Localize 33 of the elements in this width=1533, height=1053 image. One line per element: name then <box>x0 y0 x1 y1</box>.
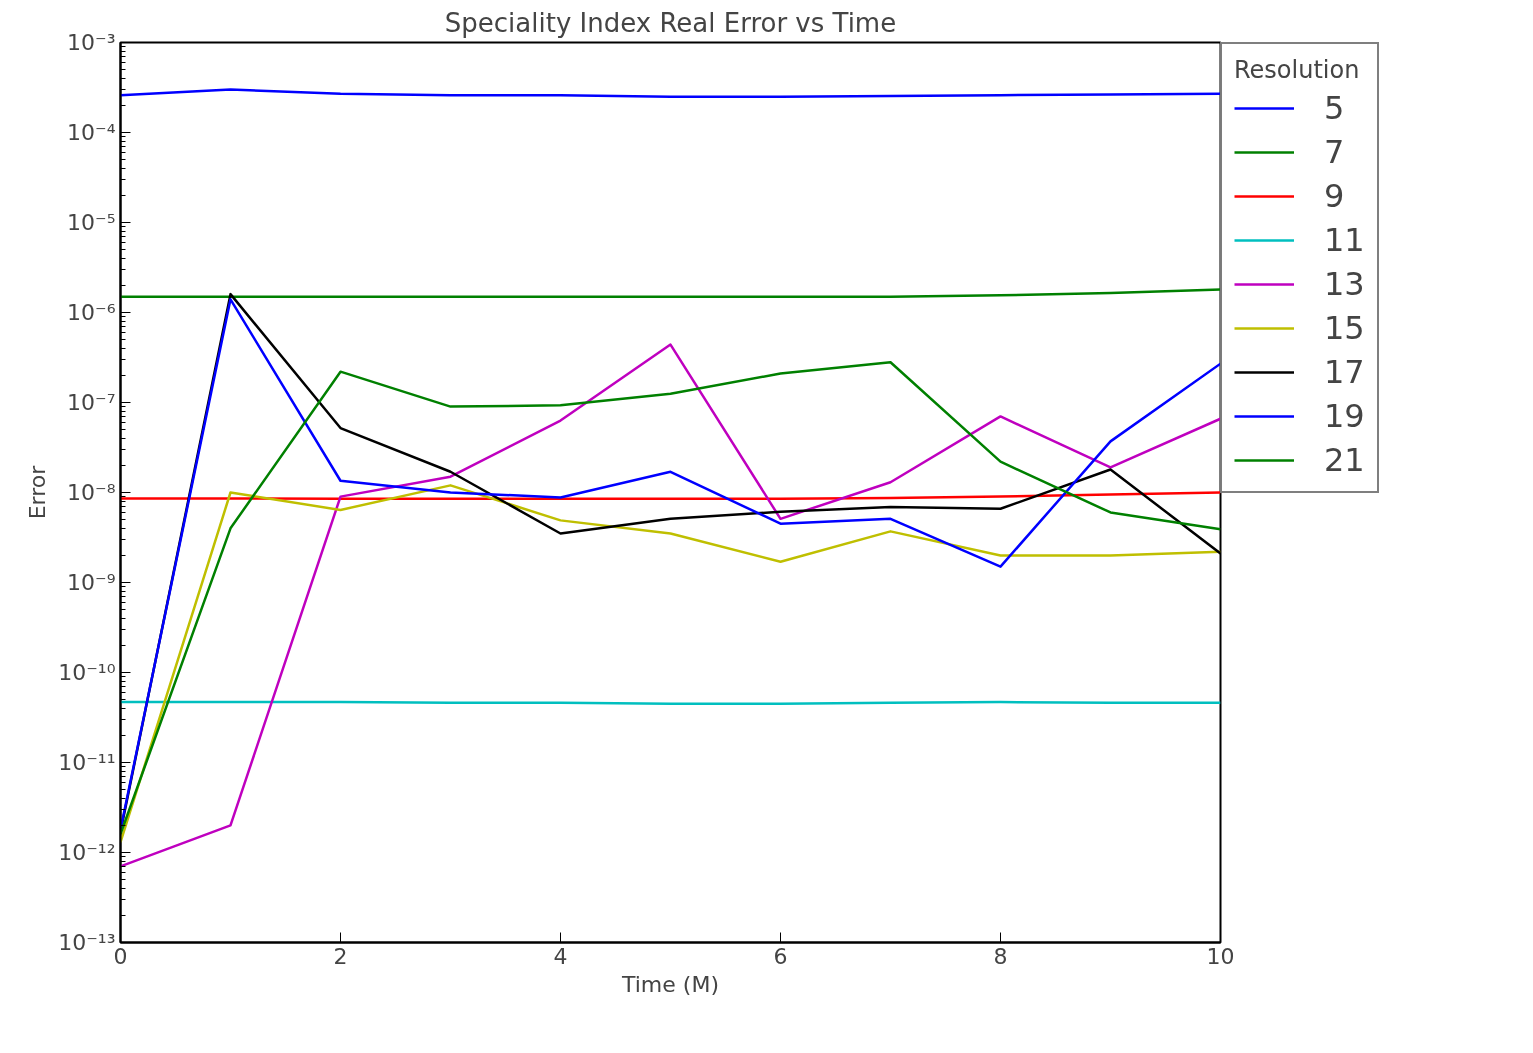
legend-title: Resolution <box>1234 56 1361 84</box>
x-tick-label: 4 <box>553 943 568 969</box>
chart-title: Speciality Index Real Error vs Time <box>444 7 897 38</box>
y-tick-label: 10⁻¹³ <box>58 930 116 955</box>
legend-label: 19 <box>1324 397 1365 435</box>
line-series <box>120 88 1221 98</box>
y-tick-label: 10⁻¹¹ <box>58 750 116 775</box>
legend-label: 11 <box>1324 221 1365 259</box>
legend-label: 9 <box>1324 177 1345 215</box>
legend-label: 13 <box>1324 265 1365 303</box>
x-axis-title: Time (M) <box>621 971 719 997</box>
x-tick-label: 2 <box>333 943 348 969</box>
line-series <box>120 288 1221 298</box>
y-tick-label: 10⁻⁹ <box>67 570 116 595</box>
y-tick-label: 10⁻⁶ <box>67 300 116 325</box>
y-tick-label: 10⁻⁵ <box>67 210 116 235</box>
legend-label: 15 <box>1324 309 1365 347</box>
y-tick-label: 10⁻⁷ <box>67 390 116 415</box>
y-tick-label: 10⁻³ <box>67 30 116 55</box>
y-axis-title: Error <box>25 464 51 520</box>
x-tick-label: 6 <box>773 943 788 969</box>
legend-label: 17 <box>1324 353 1365 391</box>
x-tick-label: 10 <box>1206 943 1235 969</box>
y-tick-label: 10⁻⁸ <box>67 480 116 505</box>
legend-label: 7 <box>1324 133 1345 171</box>
x-tick-label: 8 <box>993 943 1008 969</box>
y-tick-label: 10⁻¹² <box>58 840 116 865</box>
line-series <box>120 491 1221 501</box>
y-tick-label: 10⁻⁴ <box>67 120 116 145</box>
x-tick-label: 0 <box>113 943 128 969</box>
legend-label: 5 <box>1324 89 1345 127</box>
y-tick-label: 10⁻¹⁰ <box>58 660 116 685</box>
legend-label: 21 <box>1324 441 1365 479</box>
